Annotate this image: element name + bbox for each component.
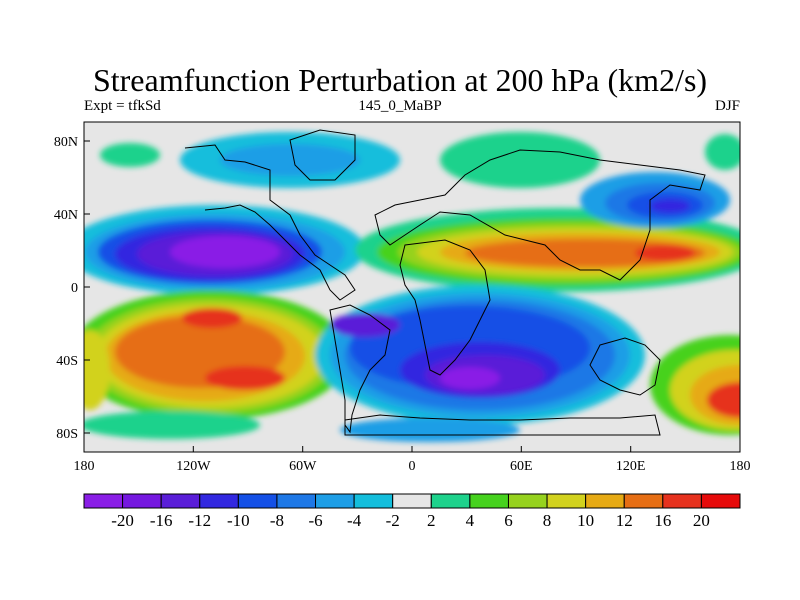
- season-label: DJF: [714, 98, 740, 114]
- experiment-label: Expt = tfkSd: [84, 98, 161, 114]
- colorbar-box: [392, 493, 432, 509]
- low-antarctic-band: [340, 418, 520, 442]
- colorbar-box: [662, 493, 702, 509]
- high-southeast-core: [707, 382, 740, 418]
- coast-australia: [589, 337, 661, 396]
- low-south-atlantic-core: [330, 313, 400, 337]
- colorbar-box: [469, 493, 509, 509]
- x-tick-label: 0: [409, 459, 416, 474]
- colorbar-label: 12: [616, 511, 633, 530]
- low-south-indian-core: [440, 367, 500, 389]
- low-north-pacific-core: [170, 236, 280, 268]
- colorbar-box: [353, 493, 394, 509]
- colorbar-label: -20: [111, 511, 134, 530]
- x-ticks: [83, 446, 741, 452]
- y-tick-label: 40N: [54, 208, 78, 223]
- coast-antarctica: [344, 414, 661, 436]
- y-ticks: [84, 140, 90, 434]
- colorbar-label: 16: [654, 511, 671, 530]
- colorbar-label: -6: [308, 511, 322, 530]
- x-tick-label: 120W: [176, 459, 211, 474]
- low-npac-east-core: [650, 199, 690, 213]
- plot-title: Streamfunction Perturbation at 200 hPa (…: [92, 62, 708, 98]
- colorbar-label: 4: [466, 511, 475, 530]
- colorbar-label: 10: [577, 511, 594, 530]
- colorbar-box: [546, 493, 587, 509]
- colorbar-box: [237, 493, 278, 509]
- colorbar-box: [430, 493, 471, 509]
- x-tick-label: 180: [74, 459, 95, 474]
- colorbar-label: -10: [227, 511, 250, 530]
- case-label: 145_0_MaBP: [358, 98, 442, 114]
- colorbar-box: [83, 493, 124, 509]
- coast-south-america: [329, 304, 391, 434]
- coast-africa: [399, 239, 491, 376]
- colorbar-box: [276, 493, 317, 509]
- colorbar-box: [315, 493, 355, 509]
- y-tick-label: 80S: [56, 427, 78, 442]
- colorbar-label: 6: [504, 511, 513, 530]
- x-tick-label: 120E: [616, 459, 646, 474]
- high-south-pacific-core-b: [205, 366, 285, 390]
- colorbar-box: [507, 493, 548, 509]
- colorbar-box: [585, 493, 625, 509]
- y-tick-label: 0: [71, 281, 78, 296]
- coast-north-america: [184, 144, 356, 301]
- colorbar-label: -2: [386, 511, 400, 530]
- high-antarctic-band: [84, 411, 260, 439]
- coastlines: [184, 129, 706, 436]
- high-southwest-edge: [84, 330, 110, 410]
- x-tick-label: 60W: [289, 459, 317, 474]
- low-arctic-inner: [220, 144, 360, 176]
- colorbar-box: [700, 493, 741, 509]
- colorbar-box: [623, 493, 664, 509]
- colorbar-box: [122, 493, 162, 509]
- high-arctic-far-east: [705, 134, 740, 170]
- high-arctic-west: [100, 143, 160, 167]
- colorbar-label: 20: [693, 511, 710, 530]
- high-asia-core: [635, 245, 695, 261]
- colorbar-box: [199, 493, 239, 509]
- colorbar: -20 -16 -12 -10 -8 -6 -4 -2 2 4 6 8 10 12 16 20: [83, 493, 741, 530]
- y-tick-label: 40S: [56, 354, 78, 369]
- coast-eurasia: [374, 149, 706, 281]
- high-arctic-east: [440, 132, 600, 188]
- colorbar-label: -16: [150, 511, 173, 530]
- contour-field: [84, 122, 740, 452]
- y-tick-label: 80N: [54, 135, 78, 150]
- coast-greenland: [289, 129, 356, 181]
- high-south-pacific-core-a: [182, 308, 242, 328]
- x-tick-label: 180: [730, 459, 751, 474]
- x-tick-label: 60E: [510, 459, 533, 474]
- colorbar-label: -4: [347, 511, 362, 530]
- colorbar-box: [160, 493, 201, 509]
- colorbar-label: -8: [270, 511, 284, 530]
- colorbar-label: 8: [543, 511, 552, 530]
- colorbar-label: -12: [188, 511, 211, 530]
- colorbar-label: 2: [427, 511, 436, 530]
